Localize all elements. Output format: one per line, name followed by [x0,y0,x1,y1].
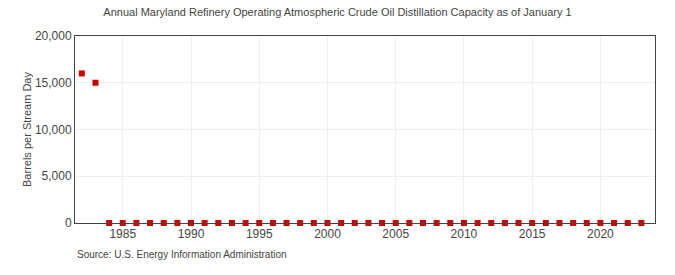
svg-text:1985: 1985 [109,227,136,241]
svg-text:Annual Maryland Refinery Opera: Annual Maryland Refinery Operating Atmos… [103,6,571,18]
svg-text:2015: 2015 [519,227,546,241]
svg-text:2005: 2005 [382,227,409,241]
svg-text:1990: 1990 [178,227,205,241]
svg-text:Barrels per Stream Day: Barrels per Stream Day [21,72,33,187]
svg-text:Source: U.S. Energy Informatio: Source: U.S. Energy Information Administ… [77,249,287,260]
svg-text:10,000: 10,000 [35,123,72,137]
svg-text:0: 0 [65,216,72,230]
svg-text:2020: 2020 [587,227,614,241]
svg-text:1995: 1995 [246,227,273,241]
svg-text:5,000: 5,000 [42,169,72,183]
svg-text:15,000: 15,000 [35,76,72,90]
svg-text:20,000: 20,000 [35,29,72,43]
svg-text:2000: 2000 [314,227,341,241]
svg-text:2010: 2010 [451,227,478,241]
